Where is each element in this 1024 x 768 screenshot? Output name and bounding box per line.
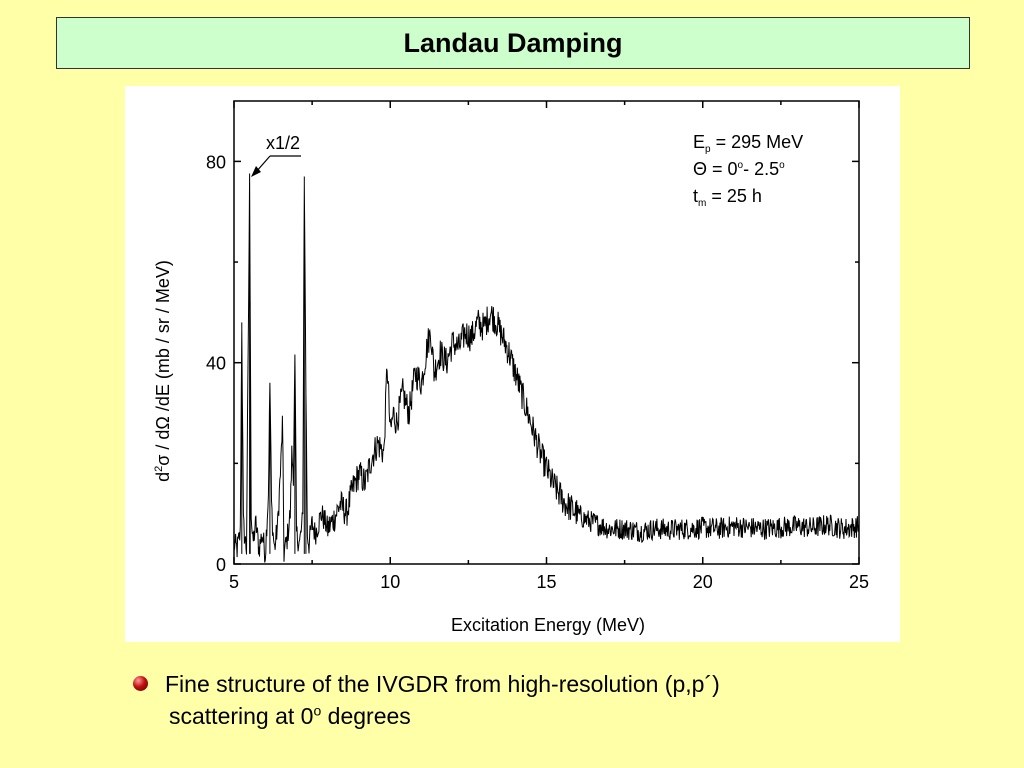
y-label-part-a: d bbox=[153, 472, 173, 482]
x-tick-label: 15 bbox=[536, 572, 556, 592]
y-label-sup: 2 bbox=[153, 466, 165, 472]
x-axis-label: Excitation Energy (MeV) bbox=[451, 615, 645, 635]
y-tick-label: 0 bbox=[216, 555, 226, 575]
x-tick-label: 20 bbox=[693, 572, 713, 592]
y-tick-label: 80 bbox=[206, 152, 226, 172]
x-tick-label: 5 bbox=[229, 572, 239, 592]
caption: Fine structure of the IVGDR from high-re… bbox=[133, 668, 933, 732]
caption-line-1: Fine structure of the IVGDR from high-re… bbox=[165, 671, 720, 697]
y-tick-label: 40 bbox=[206, 354, 226, 374]
tick-labels: 5 10 15 20 25 0 40 80 bbox=[206, 152, 869, 592]
figure-panel: 5 10 15 20 25 0 40 80 Excitation Energy (MeV) d… bbox=[125, 86, 900, 642]
legend-line-angle: Θ = 0o- 2.5o bbox=[693, 159, 785, 179]
annotation-arrowhead bbox=[251, 166, 261, 177]
annotation-x1-2: x1/2 bbox=[251, 133, 301, 177]
annotation-text: x1/2 bbox=[266, 133, 300, 153]
x-tick-label: 10 bbox=[380, 572, 400, 592]
legend-line-time: tm = 25 h bbox=[693, 186, 762, 209]
legend-line-energy: Ep = 295 MeV bbox=[693, 132, 803, 155]
spectrum-line bbox=[233, 173, 860, 563]
tick-marks bbox=[233, 101, 860, 565]
slide-title: Landau Damping bbox=[56, 17, 970, 69]
x-tick-label: 25 bbox=[849, 572, 869, 592]
y-axis-label: d2σ / dΩ /dE (mb / sr / MeV) bbox=[153, 260, 173, 482]
legend: Ep = 295 MeV Θ = 0o- 2.5o tm = 25 h bbox=[693, 132, 803, 209]
y-label-part-b: σ / dΩ /dE (mb / sr / MeV) bbox=[153, 260, 173, 466]
bullet-icon bbox=[133, 676, 148, 691]
caption-line-2: scattering at 0o degrees bbox=[169, 702, 411, 729]
spectrum-chart: 5 10 15 20 25 0 40 80 Excitation Energy (MeV) d… bbox=[153, 100, 869, 635]
